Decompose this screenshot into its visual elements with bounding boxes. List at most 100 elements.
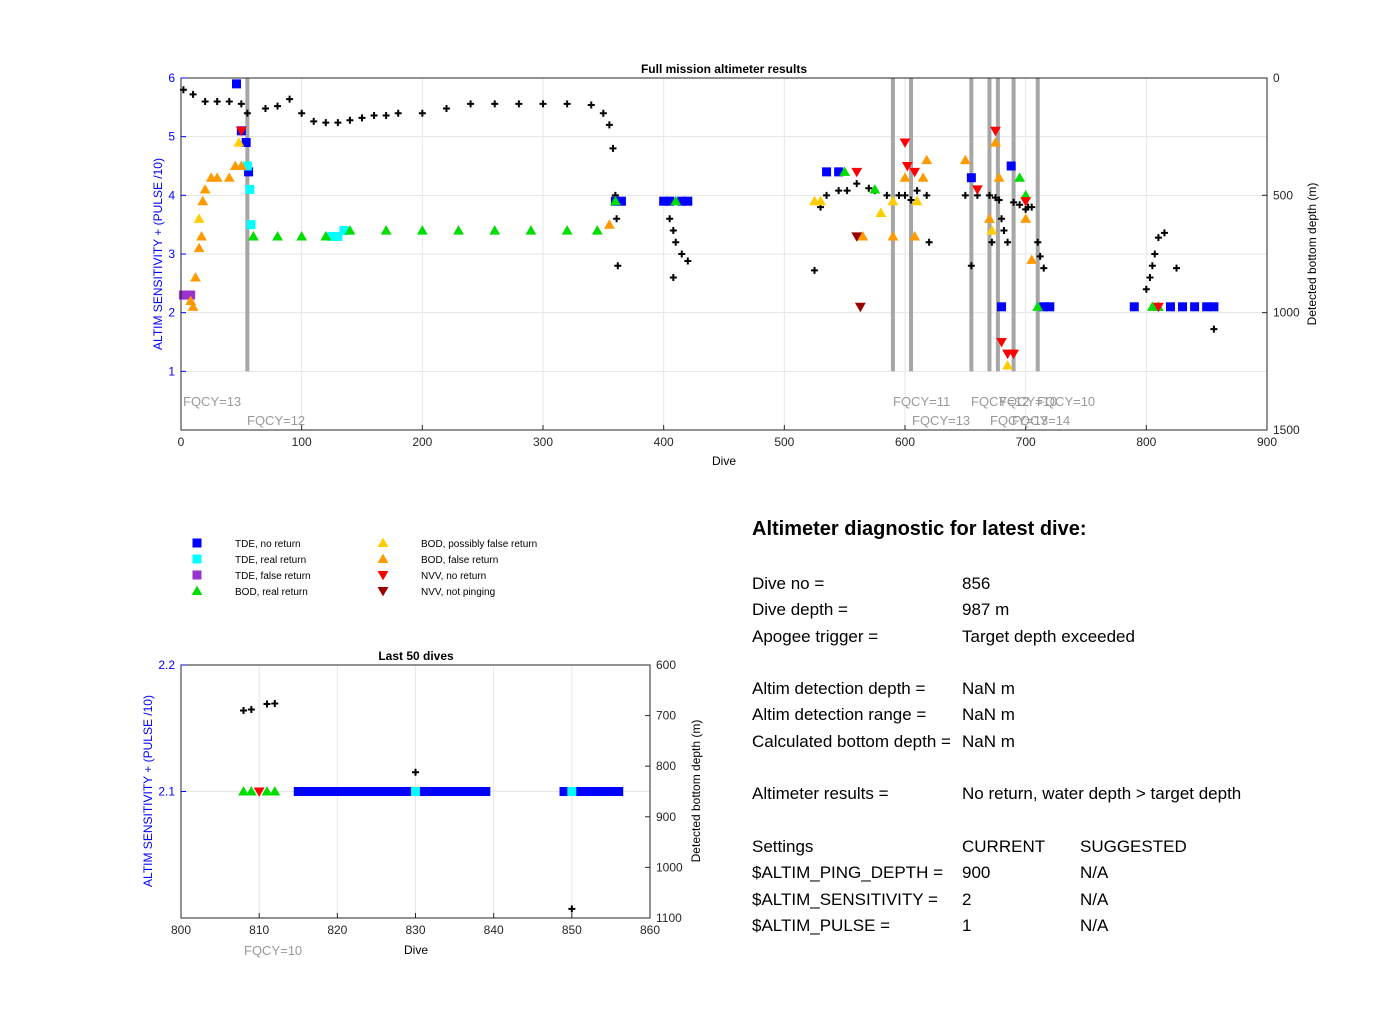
diag-row-calc-depth: Calculated bottom depth = NaN m [752,729,1392,755]
point-tde-no-return [450,787,460,796]
bottom-depth-point [240,707,248,715]
point-nvv-no-return [990,126,1001,137]
fqcy-label: FQCY=14 [1012,413,1070,428]
altimeter-diagnostic-panel: Altimeter diagnostic for latest dive: Di… [752,518,1392,939]
diagnostic-title: Altimeter diagnostic for latest dive: [752,518,1087,540]
x-tick-label: 100 [292,435,312,449]
y-tick-label: 2.1 [158,785,175,799]
point-tde-false-return [186,290,196,300]
bottom-depth-point [298,109,306,117]
point-bod-possibly-false-return [911,195,923,206]
diag-row-apogee: Apogee trigger = Target depth exceeded [752,624,1392,650]
diag-value: NaN m [962,731,1015,751]
legend-label: BOD, false return [421,555,498,566]
legend-item-tde-real-return: TDE, real return [192,554,306,566]
point-tde-no-return [340,787,350,796]
point-bod-real-return [296,231,308,241]
bottom-depth-point [811,266,818,274]
bottom-depth-point [1160,229,1168,237]
diag-label: $ALTIM_PULSE = [752,915,891,935]
bottom-depth-point [995,196,1003,204]
fqcy-label: FQCY=13 [183,394,241,409]
right-tick-label: 500 [1273,188,1293,202]
bottom-depth-point [605,121,613,129]
point-bod-false-return [235,160,247,171]
diag-value: NaN m [962,679,1015,699]
point-nvv-no-return [899,138,911,148]
legend-label: NVV, no return [421,571,486,582]
point-bod-false-return [196,231,207,241]
legend-item-nvv-no-return: NVV, no return [377,570,486,582]
point-bod-real-return [320,231,332,241]
point-tde-no-return [606,787,616,796]
x-tick-label: 900 [1257,435,1277,449]
legend-label: TDE, false return [235,571,311,582]
point-bod-real-return [272,231,283,241]
point-tde-no-return [442,787,452,796]
last50-right-label: Detected bottom depth (m) [689,720,703,863]
point-bod-false-return [959,154,971,165]
diag-value: N/A [1080,863,1109,883]
bottom-depth-point [895,191,903,199]
point-tde-no-return [387,787,397,796]
y-tick-label: 1 [168,364,175,378]
main-y-label: ALTIM SENSITIVITY + (PULSE /10) [151,158,165,350]
point-bod-false-return [887,231,899,241]
diag-label: Altim detection depth = [752,679,926,699]
point-nvv-no-return [972,185,983,195]
fqcy-label: FQCY=10 [244,943,302,958]
main-x-label: Dive [712,454,736,468]
legend-item-tde-no-return: TDE, no return [192,538,301,550]
point-bod-false-return [917,172,929,182]
point-bod-false-return [603,219,615,229]
bottom-depth-point [1146,273,1154,281]
legend-label: NVV, not pinging [421,587,495,598]
right-tick-label: 1500 [1273,423,1300,437]
point-tde-no-return [426,787,436,796]
point-bod-false-return [199,184,211,194]
bottom-depth-point [213,97,221,105]
bottom-depth-point [237,100,245,108]
diag-label: Settings [752,836,814,856]
bottom-depth-point [261,105,269,113]
x-tick-label: 500 [774,435,794,449]
legend-label: TDE, real return [235,555,306,566]
diag-label: Apogee trigger = [752,626,879,646]
point-bod-false-return [1020,213,1032,223]
bottom-depth-point [491,100,499,108]
point-tde-no-return [301,787,311,796]
y-tick-label: 5 [168,130,175,144]
right-tick-label: 800 [656,759,676,773]
bottom-depth-point [189,90,197,98]
legend-item-bod-false-return: BOD, false return [377,553,498,566]
point-nvv-not-pinging [854,302,866,313]
bottom-depth-point [286,95,294,103]
legend-item-bod-real-return: BOD, real return [191,585,308,598]
bottom-depth-point [346,116,354,124]
bottom-depth-point [271,699,279,707]
bottom-depth-point [568,905,576,913]
diag-value: Target depth exceeded [962,626,1135,646]
point-bod-possibly-false-return [233,137,245,147]
point-tde-no-return [364,787,374,796]
main-x-ticks: 0 100 200 300 400 500 600 700 800 900 [178,425,1277,449]
point-tde-no-return [683,196,693,206]
diag-value: 2 [962,889,972,909]
x-tick-label: 860 [640,923,660,937]
bottom-depth-point [1036,252,1044,260]
point-tde-real-return [333,231,343,241]
diag-value: NaN m [962,705,1015,725]
point-bod-real-return [489,225,501,235]
point-tde-no-return [403,787,413,796]
point-bod-real-return [591,225,603,235]
right-tick-label: 900 [656,810,676,824]
point-tde-no-return [332,787,342,796]
bottom-depth-point [672,238,680,246]
main-plot-title: Full mission altimeter results [641,62,807,76]
point-bod-possibly-false-return [193,213,205,223]
point-bod-false-return [990,137,1001,147]
legend-marker-bod-false-return [377,553,389,564]
point-tde-no-return [232,79,242,89]
point-bod-false-return [921,154,933,165]
